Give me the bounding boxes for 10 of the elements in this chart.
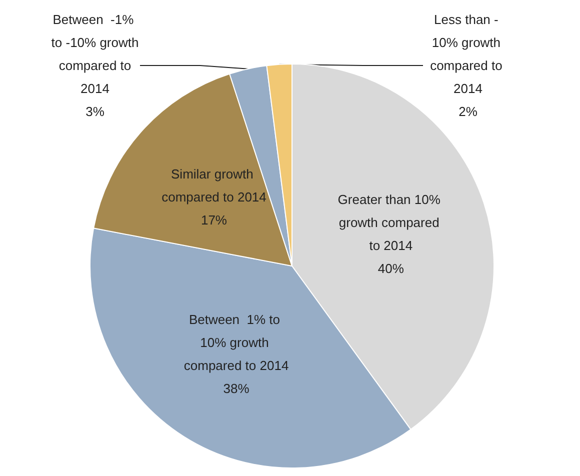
data-label: 3% <box>86 104 105 119</box>
data-label: 17% <box>200 212 228 228</box>
slice-label: Greater than 10% growth compared to 2014 <box>338 192 444 253</box>
slice-label: Less than - 10% growth compared to 2014 <box>430 12 506 96</box>
slice-label: Between 1% to 10% growth compared to 2014 <box>184 312 289 373</box>
slice-label: Between -1% to -10% growth compared to 2014 <box>51 12 139 96</box>
data-label: 40% <box>378 260 404 276</box>
slice-label: Similar growth compared to 2014 <box>162 166 266 205</box>
data-label: 38% <box>223 380 250 396</box>
data-label: 2% <box>458 104 478 119</box>
